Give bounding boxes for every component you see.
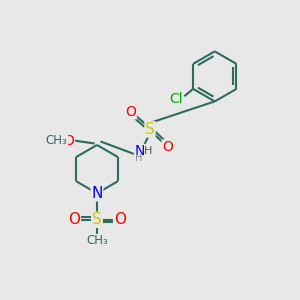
Text: O: O (68, 212, 80, 227)
Text: O: O (125, 105, 136, 119)
Text: CH₃: CH₃ (46, 134, 68, 147)
Text: CH₃: CH₃ (86, 235, 108, 248)
Text: H: H (135, 153, 143, 163)
Text: O: O (114, 212, 126, 227)
Text: S: S (145, 122, 155, 137)
Text: N: N (134, 145, 145, 158)
Text: S: S (92, 212, 102, 227)
Text: H: H (144, 146, 152, 157)
Text: O: O (162, 140, 173, 154)
Text: Cl: Cl (169, 92, 183, 106)
Text: N: N (91, 186, 103, 201)
Text: O: O (64, 134, 74, 148)
